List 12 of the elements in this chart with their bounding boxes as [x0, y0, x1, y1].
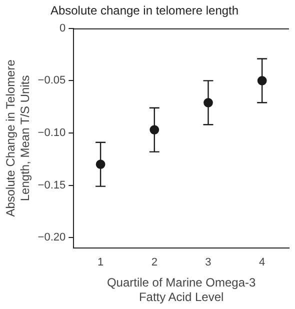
y-tick-label: −0.10 [38, 127, 66, 140]
y-tick-label: −0.20 [38, 232, 66, 244]
y-tick-label: 0 [60, 22, 66, 34]
x-tick-label: 2 [151, 256, 158, 269]
x-tick-label: 4 [259, 256, 266, 269]
y-tick-label: −0.15 [38, 179, 66, 192]
y-tick-label: −0.05 [38, 74, 66, 87]
chart-title: Absolute change in telomere length [50, 4, 239, 18]
x-axis-title: Quartile of Marine Omega-3 Fatty Acid Level [106, 276, 256, 304]
x-tick-label: 1 [97, 256, 104, 269]
y-axis-title: Absolute Change in Telomere Length, Mean T/S Units [4, 59, 32, 217]
x-tick-label: 3 [205, 256, 212, 269]
